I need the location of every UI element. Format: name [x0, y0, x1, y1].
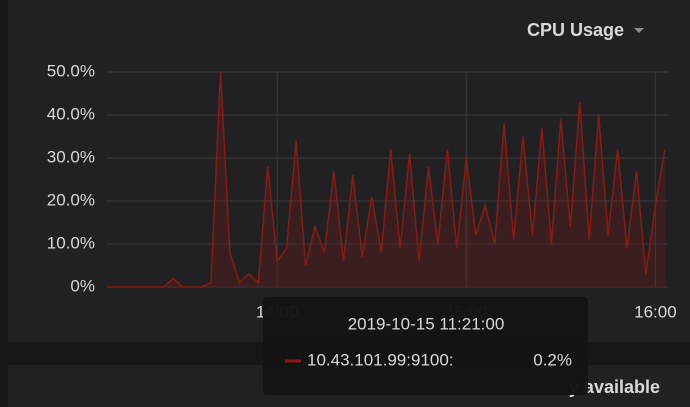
panel-title[interactable]: CPU Usage — [527, 20, 624, 40]
tooltip-value: 0.2% — [533, 350, 572, 369]
y-tick-label: 50.0% — [47, 61, 95, 80]
panel — [8, 0, 690, 342]
y-tick-label: 30.0% — [47, 147, 95, 166]
y-tick-label: 40.0% — [47, 104, 95, 123]
x-tick-label: 16:00 — [634, 302, 677, 321]
dropdown-caret[interactable] — [634, 28, 644, 33]
tooltip-time: 2019-10-15 11:21:00 — [348, 314, 505, 333]
series-area — [107, 72, 665, 287]
y-tick-label: 0% — [70, 276, 95, 295]
tooltip: 2019-10-15 11:21:00 10.43.101.99:9100: 0… — [263, 297, 588, 395]
tooltip-box — [263, 297, 588, 395]
panel-title[interactable]: y available — [569, 377, 660, 397]
series-line — [107, 71, 666, 288]
y-tick-label: 10.0% — [47, 233, 95, 252]
y-tick-label: 20.0% — [47, 190, 95, 209]
tooltip-series: 10.43.101.99:9100: — [307, 350, 454, 369]
